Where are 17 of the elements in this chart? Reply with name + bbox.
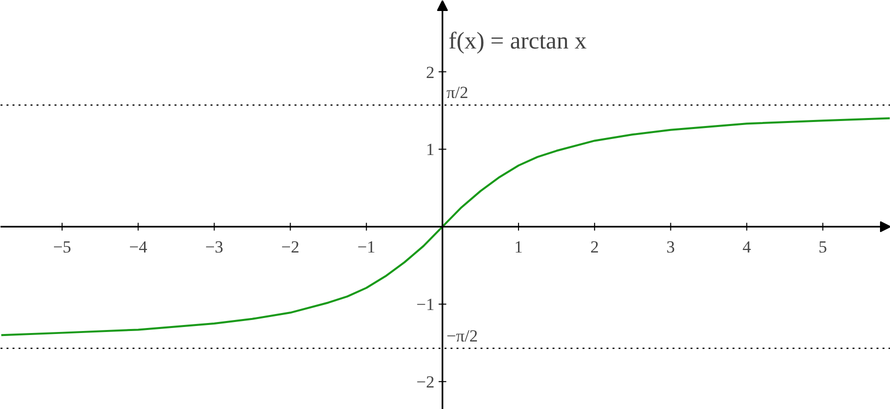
x-tick-label: 5 xyxy=(818,238,828,257)
x-tick-label: −3 xyxy=(205,238,224,257)
x-tick-label: −4 xyxy=(129,238,148,257)
x-tick-label: 3 xyxy=(666,238,675,257)
annotation: f(x) = arctan x xyxy=(448,28,587,54)
y-tick-label: −2 xyxy=(416,372,434,392)
x-tick-label: 1 xyxy=(514,238,523,257)
ref-line-label: π/2 xyxy=(446,83,468,102)
ref-line-label: −π/2 xyxy=(446,326,478,346)
x-tick-label: 4 xyxy=(742,238,752,257)
y-tick-label: 1 xyxy=(426,140,434,160)
y-tick-label: −1 xyxy=(416,295,434,314)
x-tick-label: −1 xyxy=(357,238,376,257)
y-tick-label: 2 xyxy=(426,62,434,82)
x-tick-label: 2 xyxy=(590,238,599,257)
x-tick-label: −5 xyxy=(53,238,72,257)
x-tick-label: −2 xyxy=(281,238,300,257)
